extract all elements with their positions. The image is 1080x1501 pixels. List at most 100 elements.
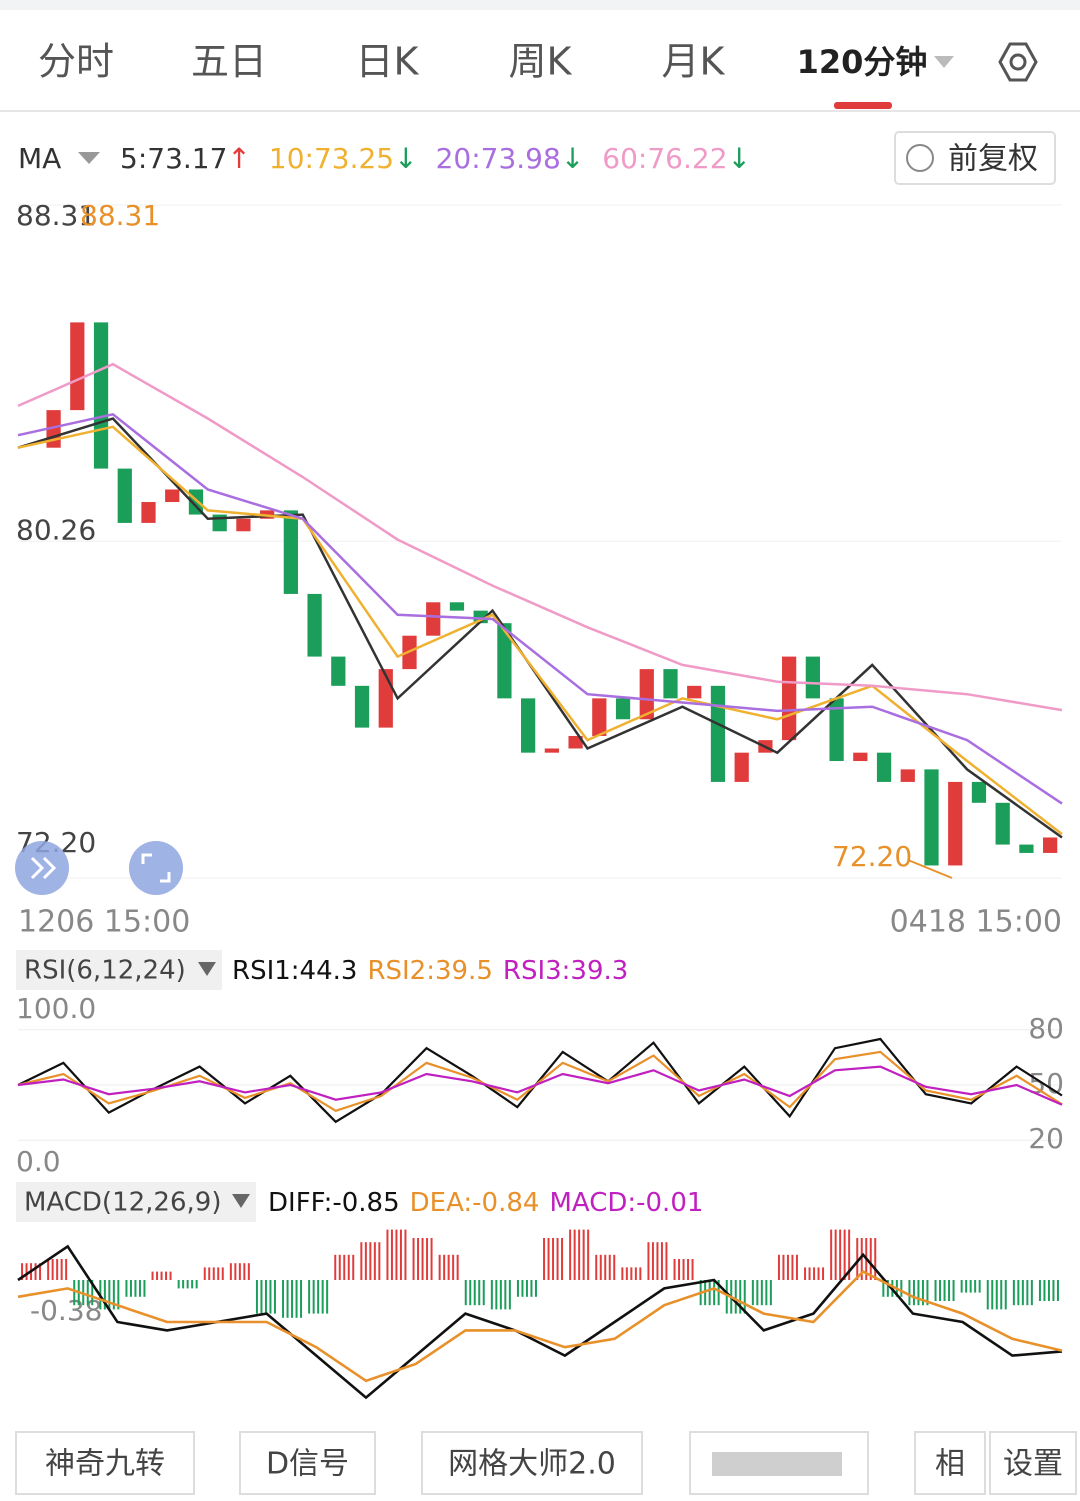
candle (663, 669, 678, 699)
fullscreen-icon (141, 853, 171, 883)
obscured-content (712, 1452, 842, 1476)
candle (734, 752, 749, 782)
rsi-line (17, 1065, 1063, 1106)
candle (924, 769, 939, 866)
tab-dropdown (934, 56, 954, 68)
candle (1043, 837, 1058, 853)
status-strip (0, 0, 1080, 10)
ma-line (17, 362, 1063, 712)
tool-button[interactable] (239, 1431, 376, 1495)
candle (900, 769, 915, 782)
macd-tick-label: -0.38 (30, 1294, 102, 1327)
candle (93, 322, 109, 469)
candle (70, 322, 85, 411)
ma-legend-arrow: ↑ (227, 142, 250, 175)
candle (948, 781, 963, 866)
candle (497, 623, 512, 699)
candle (782, 656, 797, 741)
fullscreen-button[interactable] (129, 841, 183, 895)
high-label: 88.31 (80, 199, 160, 232)
candle (283, 510, 298, 594)
tab[interactable]: 日K (356, 40, 420, 84)
rsi-range-label: 0.0 (16, 1145, 61, 1178)
tool-button-label: 相 (935, 1447, 965, 1482)
rsi-selector[interactable] (16, 950, 222, 990)
tab[interactable]: 五日 (191, 40, 267, 84)
ma-legend-value: 5:73.17 (120, 142, 227, 175)
ma-line (17, 425, 1063, 836)
tool-button[interactable] (15, 1431, 195, 1495)
tab[interactable]: 月K (662, 40, 726, 84)
rsi-line (17, 1037, 1063, 1124)
rsi-range-label: 100.0 (16, 992, 96, 1025)
tool-button-label: 网格大师2.0 (448, 1447, 616, 1482)
ma-legend: 5:73.17↑ 10:73.25↓ 20:73.98↓ 60:76.22↓ (120, 142, 751, 175)
settings-icon[interactable] (998, 42, 1038, 82)
tool-button-label: 神奇九转 (45, 1447, 165, 1482)
adjust-button[interactable] (894, 131, 1056, 185)
low-pointer (907, 859, 953, 879)
macd-selector[interactable] (16, 1182, 256, 1222)
low-label: 72.20 (832, 840, 912, 873)
tool-button-label: 设置 (1003, 1447, 1063, 1482)
candle (687, 685, 702, 699)
collapse-arrows (30, 856, 57, 880)
rsi-legend-item: RSI3:39.3 (503, 956, 628, 986)
candle (615, 698, 631, 720)
candle (521, 698, 536, 753)
macd-legend: DIFF:-0.85 DEA:-0.84 MACD:-0.01 (268, 1188, 703, 1218)
candle (568, 735, 583, 749)
rsi-dropdown (198, 962, 216, 976)
candle (236, 518, 251, 532)
ma-legend-value: 20:73.98 (436, 142, 561, 175)
tool-button[interactable] (421, 1431, 643, 1495)
candle (805, 656, 820, 699)
rsi-legend: RSI1:44.3 RSI2:39.5 RSI3:39.3 (232, 956, 628, 986)
y-tick-label: 80.26 (16, 513, 96, 546)
tool-button[interactable] (914, 1431, 986, 1495)
candle (592, 698, 607, 736)
x-end-label: 0418 15:00 (890, 905, 1062, 940)
info-icon (906, 144, 934, 172)
candle (117, 468, 132, 523)
x-start-label: 1206 15:00 (18, 905, 190, 940)
candle (876, 752, 892, 782)
candle (141, 502, 156, 523)
macd-legend-item: MACD:-0.01 (549, 1188, 703, 1218)
tool-button-label: D信号 (266, 1447, 349, 1482)
indicator-dropdown (78, 152, 100, 164)
active-tab-underline (834, 102, 892, 109)
candle (354, 685, 370, 728)
ma-line (17, 417, 1063, 839)
tab[interactable]: 周K (509, 40, 573, 84)
macd-dropdown (232, 1194, 250, 1208)
candle (426, 602, 441, 636)
ma-line (17, 412, 1063, 805)
ma-legend-arrow: ↓ (728, 142, 751, 175)
y-tick-label: 88.31 (16, 199, 96, 232)
adjust-label: 前复权 (948, 142, 1038, 177)
candle (1019, 844, 1034, 853)
macd-legend-item: DIFF:-0.85 (268, 1188, 400, 1218)
rsi-selector-label: RSI(6,12,24) (24, 956, 186, 986)
ma-legend-arrow: ↓ (561, 142, 584, 175)
candle (331, 656, 346, 686)
macd-line (17, 1270, 1063, 1383)
candle (995, 802, 1010, 845)
candle (853, 752, 868, 762)
indicator-name[interactable]: MA (18, 142, 61, 175)
candle (449, 602, 465, 611)
candle (971, 781, 987, 803)
macd-legend-item: DEA:-0.84 (410, 1188, 540, 1218)
candle (829, 698, 844, 762)
candle (639, 669, 654, 720)
tab[interactable]: 120分钟 (797, 43, 928, 81)
tool-button[interactable] (989, 1431, 1077, 1495)
tab[interactable]: 分时 (38, 40, 114, 84)
rsi-legend-item: RSI1:44.3 (232, 956, 357, 986)
candle (544, 748, 559, 753)
gear-hole (1009, 53, 1027, 71)
rsi-legend-item: RSI2:39.5 (367, 956, 492, 986)
macd-selector-label: MACD(12,26,9) (24, 1188, 221, 1218)
